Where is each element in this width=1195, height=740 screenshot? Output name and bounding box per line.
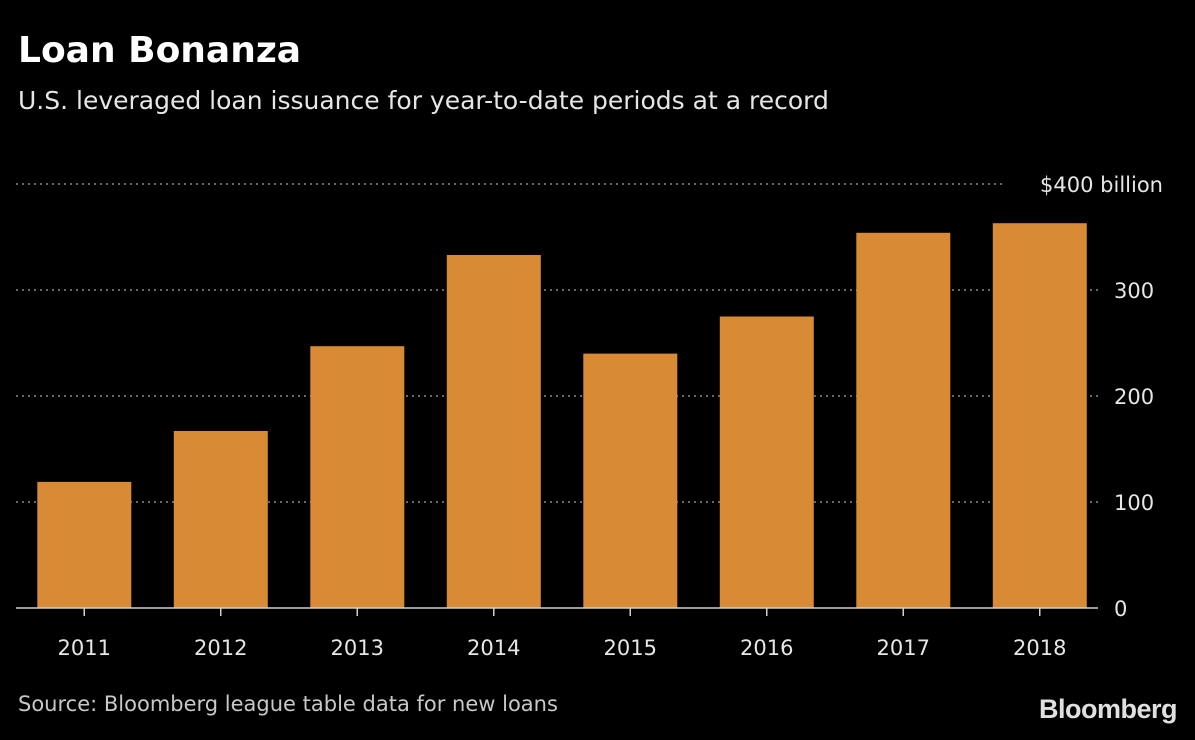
bars — [37, 223, 1087, 609]
x-tick-label: 2015 — [604, 636, 657, 660]
x-tick-label: 2017 — [877, 636, 930, 660]
bar-2011 — [37, 481, 132, 608]
y-tick-label: $400 billion — [1040, 173, 1163, 197]
y-tick-label: 100 — [1114, 491, 1154, 515]
bar-2018 — [992, 223, 1087, 608]
bar-2013 — [310, 346, 405, 608]
x-tick-label: 2016 — [740, 636, 793, 660]
chart-subtitle: U.S. leveraged loan issuance for year-to… — [18, 86, 829, 115]
y-axis-labels: 0 100 200 300 $400 billion — [1040, 173, 1163, 621]
x-tick-label: 2011 — [58, 636, 111, 660]
y-tick-label: 200 — [1114, 385, 1154, 409]
x-tick-label: 2014 — [467, 636, 520, 660]
y-tick-label: 0 — [1114, 597, 1127, 621]
bar-2014 — [446, 255, 541, 608]
x-tick-label: 2013 — [331, 636, 384, 660]
x-axis-labels: 2011 2012 2013 2014 2015 2016 2017 2018 — [58, 636, 1067, 660]
bar-2017 — [856, 232, 951, 609]
bloomberg-logo: Bloomberg — [1038, 694, 1178, 724]
x-axis — [16, 607, 1098, 616]
bar-2015 — [583, 353, 678, 608]
bar-2016 — [719, 316, 814, 608]
y-tick-label: 300 — [1114, 279, 1154, 303]
x-tick-label: 2018 — [1013, 636, 1066, 660]
chart-title: Loan Bonanza — [18, 30, 302, 71]
x-tick-label: 2012 — [194, 636, 247, 660]
bar-2012 — [173, 431, 268, 608]
source-note: Source: Bloomberg league table data for … — [18, 692, 558, 716]
